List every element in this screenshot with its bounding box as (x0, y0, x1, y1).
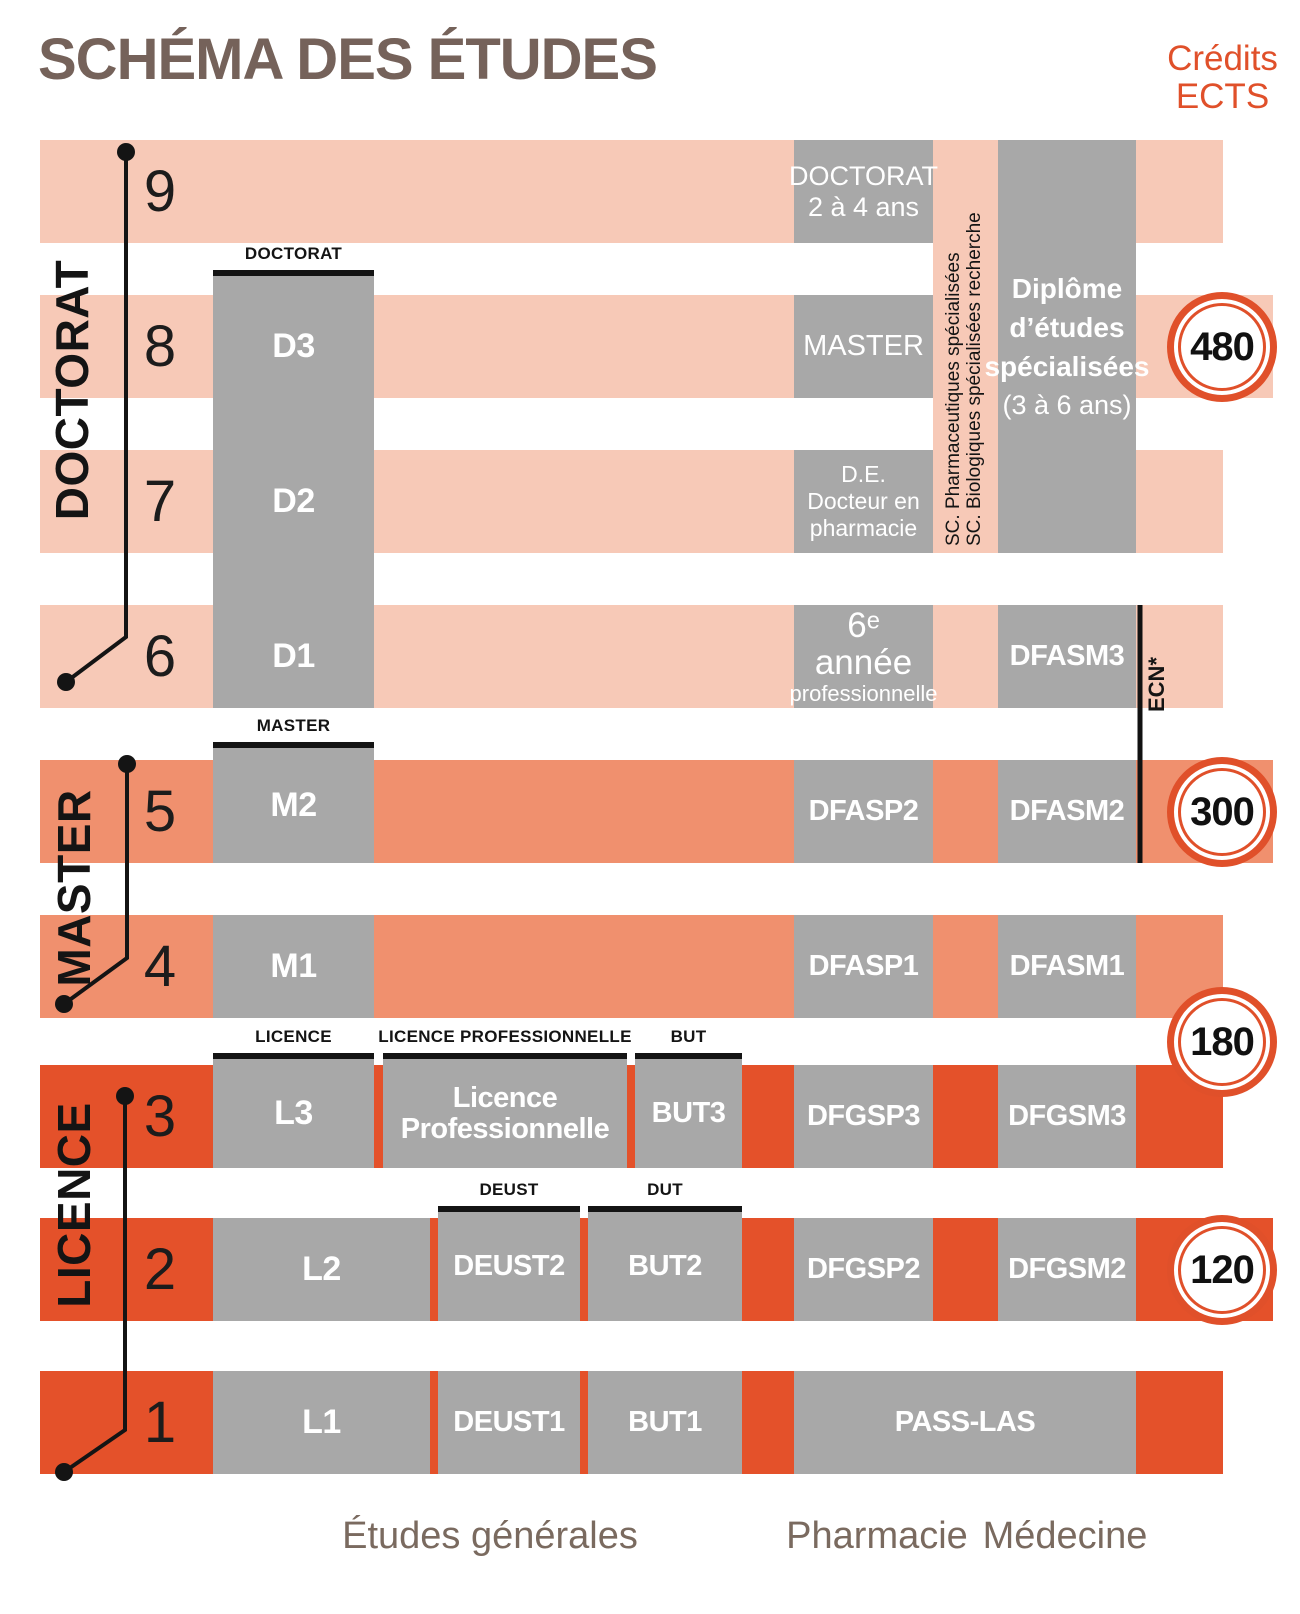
des-line2: d’études (1009, 311, 1125, 343)
box-licence-professionnelle: Licence Professionnelle (383, 1059, 627, 1168)
box-pass-las: PASS-LAS (794, 1371, 1136, 1474)
licence-header-label: LICENCE (255, 1027, 332, 1046)
box-m1: M1 (213, 915, 374, 1018)
master-header-label: MASTER (256, 716, 331, 735)
pharma-doctorat-line1: DOCTORAT (789, 160, 939, 191)
box-d3: D3 (272, 327, 315, 365)
pharma-6e-line1: 6ᵉ année (814, 605, 913, 682)
badge-300-ects: 300 (1167, 757, 1277, 867)
footer-label-medecine: Médecine (982, 1515, 1148, 1557)
box-deust1: DEUST1 (438, 1371, 580, 1474)
box-pharma-6e-annee: 6ᵉ année professionnelle (790, 605, 938, 708)
page-title: SCHÉMA DES ÉTUDES (38, 27, 658, 92)
badge-120-inner-ring (1178, 1226, 1266, 1314)
credits-ects-header: Crédits ECTS (1130, 40, 1300, 116)
credits-line2: ECTS (1175, 77, 1270, 116)
badge-180-ects: 180 (1167, 987, 1277, 1097)
box-dfasp2: DFASP2 (794, 760, 933, 863)
dut-header-bar (588, 1206, 742, 1212)
box-l2: L2 (213, 1218, 430, 1321)
badge-480-ects: 480 (1167, 292, 1277, 402)
box-but1: BUT1 (588, 1371, 742, 1474)
year-number-5: 5 (143, 779, 177, 844)
box-l3: L3 (213, 1059, 374, 1168)
section-label-licence: LICENCE (48, 1102, 100, 1308)
but-header-bar (635, 1053, 742, 1059)
deust-header-bar (438, 1206, 580, 1212)
badge-480-inner-ring (1178, 303, 1266, 391)
des-line1: Diplôme (1011, 272, 1123, 304)
pharma-de-line2: Docteur en (807, 488, 920, 514)
des-line3: spécialisées (984, 350, 1150, 382)
year-number-6: 6 (143, 624, 177, 689)
year-number-1: 1 (143, 1390, 177, 1455)
specialty-strip (933, 140, 998, 553)
year-number-7: 7 (143, 469, 177, 534)
box-dfasp1: DFASP1 (794, 915, 933, 1018)
footer-label-etudes-generales: Études générales (342, 1515, 638, 1557)
box-but2: BUT2 (588, 1212, 742, 1321)
credits-line1: Crédits (1167, 39, 1278, 78)
licence-pro-header-label: LICENCE PROFESSIONNELLE (378, 1027, 632, 1046)
specialty-rotated-text: SC. Pharmaceutiques spécialisées SC. Bio… (943, 146, 987, 546)
licence-pro-header-bar (383, 1053, 627, 1059)
year-number-4: 4 (143, 934, 177, 999)
badge-120-ects: 120 (1167, 1215, 1277, 1325)
box-pharma-de: D.E. Docteur en pharmacie (794, 450, 933, 553)
box-l1: L1 (213, 1371, 430, 1474)
box-pharma-master: MASTER (794, 295, 933, 398)
box-dfasm3: DFASM3 (998, 605, 1136, 708)
pharma-6e-line2: professionnelle (789, 680, 938, 706)
section-label-master: MASTER (48, 789, 100, 987)
box-but3: BUT3 (635, 1059, 742, 1168)
year-number-3: 3 (143, 1084, 177, 1149)
year-number-9: 9 (143, 159, 177, 224)
year-number-2: 2 (143, 1237, 177, 1302)
doctorat-column (213, 276, 374, 708)
ecn-label: ECN* (1144, 656, 1169, 712)
box-dfasm1: DFASM1 (998, 915, 1136, 1018)
pharma-de-line1: D.E. (841, 461, 886, 487)
box-dfasm2: DFASM2 (998, 760, 1136, 863)
deust-header-label: DEUST (479, 1180, 539, 1199)
box-dfgsm2: DFGSM2 (998, 1218, 1136, 1321)
box-dfgsp2: DFGSP2 (794, 1218, 933, 1321)
pharma-de-line3: pharmacie (809, 515, 918, 541)
box-d2: D2 (272, 482, 315, 520)
pharma-doctorat-line2: 2 à 4 ans (807, 191, 920, 222)
des-line4: (3 à 6 ans) (1002, 389, 1132, 420)
box-diplome-etudes-specialisees: Diplôme d’études spécialisées (3 à 6 ans… (984, 140, 1150, 553)
licence-header-bar (213, 1053, 374, 1059)
doctorat-header-bar (213, 270, 374, 276)
specialty-line1: SC. Pharmaceutiques spécialisées (943, 252, 964, 546)
doctorat-header-label: DOCTORAT (244, 244, 343, 263)
box-m2: M2 (213, 748, 374, 863)
box-pharma-doctorat: DOCTORAT 2 à 4 ans (789, 140, 938, 243)
box-deust2: DEUST2 (438, 1212, 580, 1321)
dut-header-label: DUT (647, 1180, 683, 1199)
badge-300-inner-ring (1178, 768, 1266, 856)
box-d1: D1 (272, 637, 315, 675)
badge-180-inner-ring (1178, 998, 1266, 1086)
footer-label-pharmacie: Pharmacie (786, 1515, 968, 1557)
but-header-label: BUT (670, 1027, 707, 1046)
specialty-line2: SC. Biologiques spécialisées recherche (964, 212, 985, 546)
section-label-doctorat: DOCTORAT (46, 259, 98, 521)
licence-pro-line2: Professionnelle (400, 1112, 610, 1145)
year-number-8: 8 (143, 314, 177, 379)
master-header-bar (213, 742, 374, 748)
box-dfgsm3: DFGSM3 (998, 1065, 1136, 1168)
box-dfgsp3: DFGSP3 (794, 1065, 933, 1168)
licence-pro-line1: Licence (452, 1081, 558, 1114)
